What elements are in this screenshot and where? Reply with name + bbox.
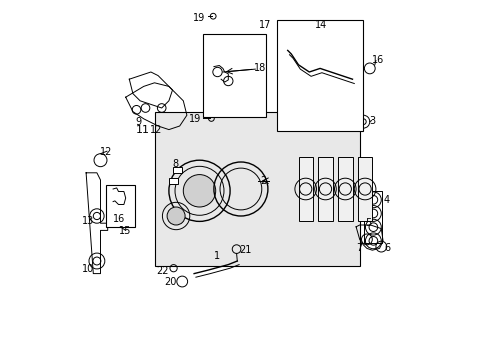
Text: 20: 20 — [163, 276, 176, 287]
Text: 8: 8 — [172, 159, 178, 169]
Text: 3: 3 — [368, 116, 375, 126]
Bar — [318, 157, 332, 221]
Text: 15: 15 — [119, 226, 131, 236]
Text: 17: 17 — [259, 20, 271, 30]
Bar — [106, 185, 134, 227]
Bar — [337, 157, 352, 221]
Text: 16: 16 — [371, 55, 383, 66]
Text: 6: 6 — [384, 243, 390, 253]
Text: 19: 19 — [193, 13, 205, 23]
Bar — [203, 34, 265, 117]
Bar — [168, 178, 178, 184]
Text: 21: 21 — [239, 245, 251, 255]
Circle shape — [183, 175, 215, 207]
Circle shape — [167, 207, 185, 225]
Text: 5: 5 — [365, 218, 371, 228]
Text: 11: 11 — [136, 125, 150, 135]
Text: 13: 13 — [81, 216, 94, 226]
Bar — [276, 20, 363, 131]
Text: 12: 12 — [100, 147, 112, 157]
Text: 1: 1 — [214, 251, 220, 261]
Bar — [172, 167, 181, 173]
Text: 18: 18 — [253, 63, 265, 73]
Text: 19: 19 — [189, 114, 201, 124]
Text: 7: 7 — [356, 243, 362, 253]
Text: 4: 4 — [383, 195, 389, 205]
Text: 2: 2 — [260, 176, 266, 186]
Bar — [154, 112, 359, 266]
Text: 14: 14 — [314, 20, 326, 30]
Text: 9: 9 — [135, 117, 141, 127]
Bar — [298, 157, 312, 221]
Text: 10: 10 — [81, 264, 94, 274]
Text: 22: 22 — [156, 266, 168, 276]
Text: 16: 16 — [113, 213, 125, 224]
Bar — [357, 157, 371, 221]
Text: 12: 12 — [150, 125, 162, 135]
